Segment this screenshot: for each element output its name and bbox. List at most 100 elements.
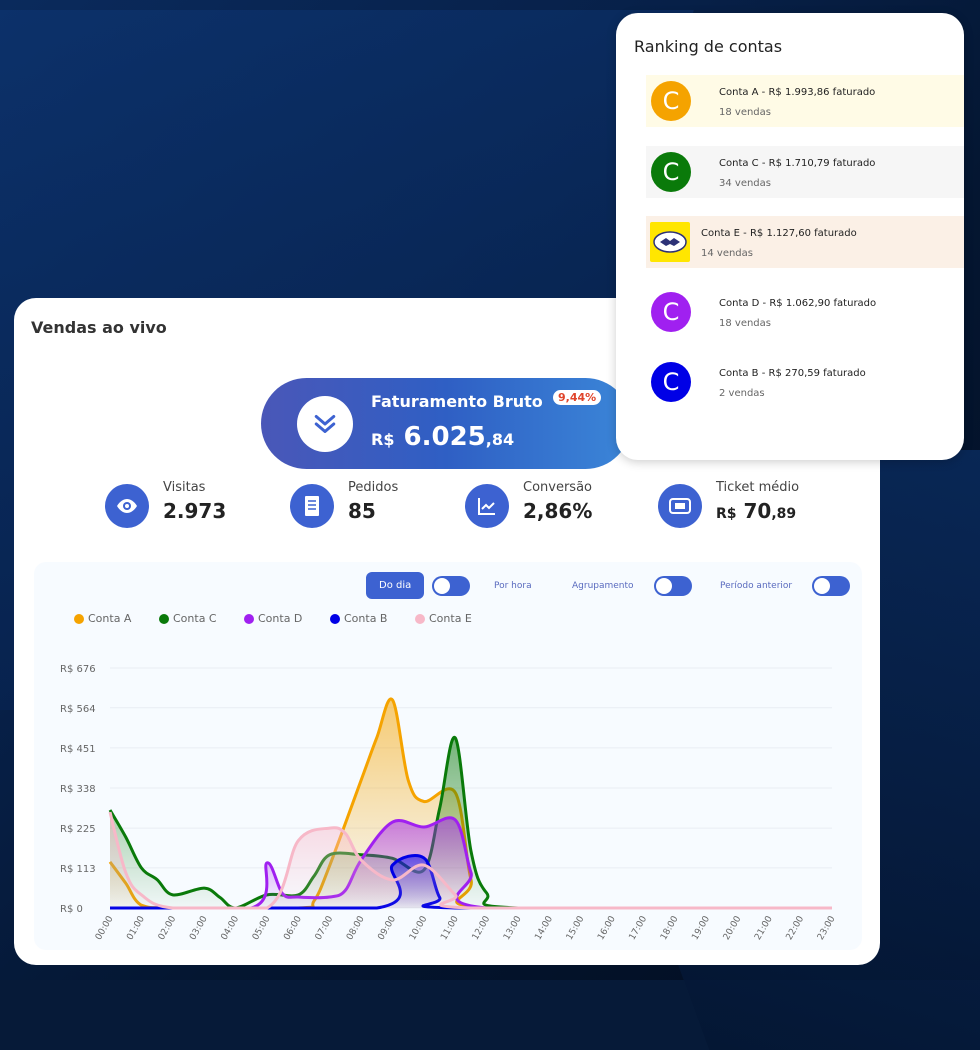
y-tick-label: R$ 338 [60,784,96,795]
stat-label: Ticket médio [716,480,800,495]
double-check-icon [297,396,353,452]
account-avatar: C [651,152,691,192]
stat-label: Visitas [163,480,206,495]
legend-label: Conta D [258,612,303,625]
x-tick-label: 22:00 [785,914,807,942]
account-ranking-card: Ranking de contas C Conta A - R$ 1.993,86… [616,13,964,460]
gross-revenue-label: Faturamento Bruto [371,392,543,411]
ranking-item-sales: 2 vendas [719,388,765,399]
x-tick-label: 05:00 [251,914,273,942]
ranking-item-sales: 18 vendas [719,318,771,329]
account-avatar: C [651,292,691,332]
cents: ,84 [485,430,515,449]
gross-revenue-value: R$ 6.025,84 [371,422,514,452]
x-tick-label: 01:00 [125,914,147,942]
series-line [108,811,832,910]
x-tick-label: 13:00 [502,914,524,942]
do-dia-button[interactable]: Do dia [366,572,425,599]
stat-ticket-medio: Ticket médio R$ 70,89 [658,480,799,528]
x-tick-label: 06:00 [282,914,304,942]
amount: 70 [743,499,772,523]
series-area [110,812,832,908]
y-tick-label: R$ 451 [60,744,96,755]
ranking-item-title: Conta D - R$ 1.062,90 faturado [719,298,877,309]
stat-visitas: Visitas 2.973 [105,480,226,528]
ranking-item-title: Conta B - R$ 270,59 faturado [719,368,866,379]
x-tick-label: 16:00 [596,914,618,942]
y-tick-label: R$ 676 [60,664,96,675]
legend-item[interactable]: Conta B [330,612,387,625]
legend-item[interactable]: Conta C [159,612,217,625]
agrupamento-toggle[interactable] [654,576,692,596]
currency: R$ [716,506,737,522]
stat-value: 85 [348,499,376,523]
stat-pedidos: Pedidos 85 [290,480,398,528]
currency: R$ [371,430,395,449]
legend-dot [330,613,340,624]
series-area [110,737,832,908]
ticket-icon [658,484,702,528]
cents: ,89 [771,506,797,522]
x-tick-label: 08:00 [345,914,367,942]
ranking-item-title: Conta A - R$ 1.993,86 faturado [719,87,876,98]
por-hora-toggle[interactable] [432,576,470,596]
stat-label: Conversão [523,480,592,495]
por-hora-label: Por hora [494,581,532,591]
growth-badge: 9,44% [553,390,602,405]
legend-dot [159,613,169,624]
x-tick-label: 15:00 [565,914,587,942]
x-tick-label: 18:00 [659,914,681,942]
account-avatar: C [651,81,691,121]
ranking-item[interactable]: C Conta C - R$ 1.710,79 faturado 34 vendas [646,146,964,198]
ranking-item[interactable]: C Conta A - R$ 1.993,86 faturado 18 vendas [646,75,964,127]
y-tick-label: R$ 225 [60,824,96,835]
legend-dot [244,613,254,624]
legend-dot [415,613,425,624]
stat-value: 2.973 [163,499,227,523]
periodo-anterior-toggle[interactable] [812,576,850,596]
ranking-item[interactable]: C Conta B - R$ 270,59 faturado 2 vendas [646,356,964,408]
x-tick-label: 20:00 [722,914,744,942]
chart-line-icon [465,484,509,528]
ranking-item[interactable]: C Conta D - R$ 1.062,90 faturado 18 vendas [646,286,964,338]
stat-conversao: Conversão 2,86% [465,480,592,528]
card-title: Vendas ao vivo [31,318,167,337]
agrupamento-label: Agrupamento [572,581,634,591]
x-tick-label: 07:00 [314,914,336,942]
x-tick-label: 03:00 [188,914,210,942]
x-tick-label: 21:00 [753,914,775,942]
ranking-item[interactable]: Conta E - R$ 1.127,60 faturado 14 vendas [646,216,964,268]
legend-label: Conta B [344,612,388,625]
amount: 6.025 [403,422,486,452]
periodo-anterior-label: Período anterior [720,581,793,591]
x-tick-label: 04:00 [220,914,242,942]
account-avatar: C [651,362,691,402]
legend-item[interactable]: Conta A [74,612,131,625]
ranking-item-title: Conta E - R$ 1.127,60 faturado [701,228,857,239]
handshake-logo-icon [650,222,690,262]
sales-area-chart: R$ 0 R$ 113 R$ 225 R$ 338 R$ 451 R$ 564 R$ 676… [60,664,838,942]
legend-item[interactable]: Conta D [244,612,302,625]
legend-label: Conta C [173,612,217,625]
ranking-item-sales: 18 vendas [719,107,771,118]
ranking-item-title: Conta C - R$ 1.710,79 faturado [719,158,876,169]
legend-dot [74,613,84,624]
x-tick-label: 00:00 [94,914,116,942]
x-tick-label: 12:00 [471,914,493,942]
y-tick-label: R$ 564 [60,704,96,715]
stat-value: 2,86% [523,499,593,523]
y-tick-label: R$ 0 [60,904,83,915]
x-tick-label: 09:00 [376,914,398,942]
y-tick-label: R$ 113 [60,864,96,875]
x-tick-label: 17:00 [628,914,650,942]
receipt-icon [290,484,334,528]
x-tick-label: 02:00 [157,914,179,942]
eye-icon [105,484,149,528]
x-tick-label: 19:00 [690,914,712,942]
legend-item[interactable]: Conta E [415,612,472,625]
ranking-item-sales: 14 vendas [701,248,753,259]
ranking-title: Ranking de contas [634,37,783,56]
legend-label: Conta E [429,612,472,625]
x-tick-label: 11:00 [439,914,461,942]
x-tick-label: 10:00 [408,914,430,942]
